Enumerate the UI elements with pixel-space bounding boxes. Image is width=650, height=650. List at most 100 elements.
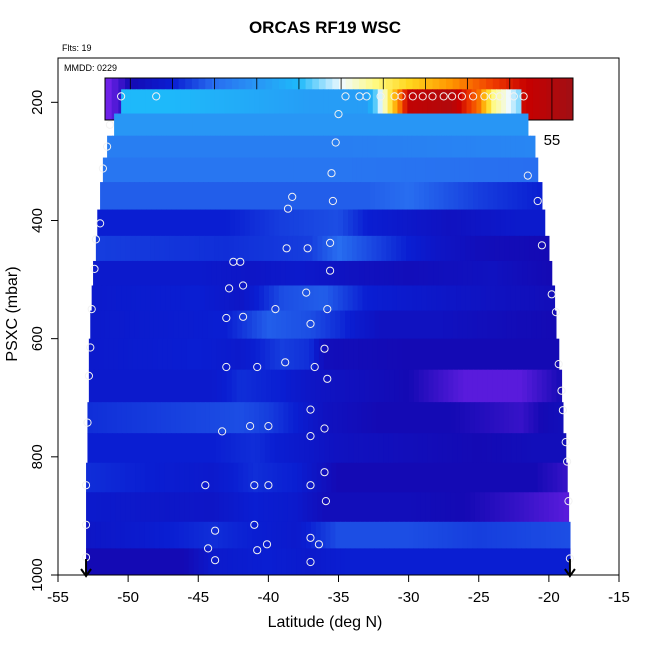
heatmap-cell	[361, 157, 368, 183]
heatmap-cell	[382, 285, 388, 312]
heatmap-cell	[237, 113, 243, 137]
heatmap-cell	[259, 157, 265, 183]
heatmap-cell	[546, 369, 553, 403]
heatmap-cell	[423, 310, 430, 340]
heatmap-cell	[315, 548, 322, 576]
heatmap-cell	[277, 462, 283, 493]
heatmap-cell	[323, 209, 329, 237]
heatmap-cell	[545, 521, 551, 549]
heatmap-cell	[536, 182, 543, 211]
heatmap-cell	[244, 157, 251, 183]
heatmap-cell	[407, 209, 413, 237]
heatmap-cell	[473, 462, 480, 493]
heatmap-cell	[491, 521, 498, 549]
heatmap-cell	[222, 310, 229, 340]
heatmap-cell	[472, 260, 479, 286]
heatmap-cell	[435, 157, 441, 183]
heatmap-cell	[497, 310, 503, 340]
heatmap-cell	[427, 89, 433, 115]
heatmap-cell	[229, 285, 236, 312]
heatmap-cell	[428, 548, 434, 576]
heatmap-cell	[249, 209, 256, 237]
heatmap-cell	[409, 113, 416, 137]
heatmap-cell	[144, 521, 151, 549]
heatmap-cell	[498, 462, 504, 493]
heatmap-cell	[389, 521, 395, 549]
heatmap-cell	[405, 462, 411, 493]
heatmap-cell	[522, 260, 528, 286]
heatmap-cell	[349, 369, 356, 403]
heatmap-cell	[276, 310, 283, 340]
heatmap-cell	[510, 89, 517, 115]
heatmap-cell	[392, 285, 398, 312]
heatmap-cell	[330, 369, 336, 403]
heatmap-cell	[386, 492, 392, 523]
heatmap-cell	[87, 433, 93, 464]
heatmap-cell	[163, 182, 170, 211]
heatmap-cell	[220, 209, 226, 237]
heatmap-cell	[455, 402, 461, 434]
flight-point	[84, 371, 94, 380]
heatmap-cell	[478, 113, 485, 137]
heatmap-cell	[120, 521, 126, 549]
heatmap-cell	[204, 285, 211, 312]
heatmap-cell	[330, 113, 337, 137]
heatmap-cell	[207, 369, 213, 403]
heatmap-cell	[521, 310, 528, 340]
heatmap-cell	[318, 338, 325, 371]
heatmap-cell	[114, 182, 121, 211]
heatmap-cell	[489, 235, 496, 262]
heatmap-cell	[291, 182, 298, 211]
heatmap-cell	[387, 135, 393, 159]
heatmap-cell	[97, 433, 103, 464]
heatmap-cell	[244, 285, 250, 312]
y-tick-label: 800	[29, 444, 46, 469]
heatmap-cell	[443, 260, 449, 286]
heatmap-cell	[395, 157, 402, 183]
heatmap-cell	[325, 113, 332, 137]
heatmap-cell	[274, 338, 281, 371]
heatmap-cell	[442, 548, 449, 576]
flight-point	[554, 360, 563, 369]
heatmap-cell	[448, 260, 454, 286]
heatmap-cell	[509, 338, 516, 371]
range-arrow-head	[80, 568, 92, 578]
heatmap-cell	[125, 235, 131, 262]
heatmap-cell	[457, 548, 463, 576]
heatmap-cell	[392, 89, 399, 115]
heatmap-cell	[481, 433, 488, 464]
heatmap-cell	[467, 521, 473, 549]
heatmap-cell	[235, 433, 241, 464]
heatmap-cell	[544, 338, 550, 371]
heatmap-cell	[451, 135, 457, 159]
heatmap-cell	[379, 548, 385, 576]
heatmap-cell	[367, 338, 374, 371]
range-arrow-head	[564, 568, 576, 578]
heatmap-cell	[512, 369, 518, 403]
heatmap-cell	[105, 462, 112, 493]
flights-note: Flts: 19	[62, 43, 92, 53]
heatmap-cell	[266, 369, 272, 403]
heatmap-cell	[362, 285, 368, 312]
heatmap-cell	[270, 260, 277, 286]
heatmap-cell	[338, 433, 345, 464]
heatmap-cell	[136, 402, 142, 434]
heatmap-cell	[440, 235, 447, 262]
heatmap-cell	[328, 89, 334, 115]
heatmap-cell	[108, 338, 114, 371]
heatmap-cell	[500, 135, 506, 159]
heatmap-cell	[222, 548, 229, 576]
heatmap-cell	[436, 135, 443, 159]
heatmap-cell	[391, 235, 397, 262]
heatmap-cell	[560, 548, 566, 576]
heatmap-cell	[356, 462, 362, 493]
heatmap-cell	[430, 492, 437, 523]
heatmap-cell	[393, 260, 400, 286]
heatmap-cell	[402, 338, 408, 371]
heatmap-cell	[513, 402, 520, 434]
heatmap-cell	[544, 285, 551, 312]
flight-point	[96, 219, 105, 228]
heatmap-cell	[464, 402, 471, 434]
heatmap-cell	[174, 462, 180, 493]
heatmap-cell	[351, 492, 358, 523]
